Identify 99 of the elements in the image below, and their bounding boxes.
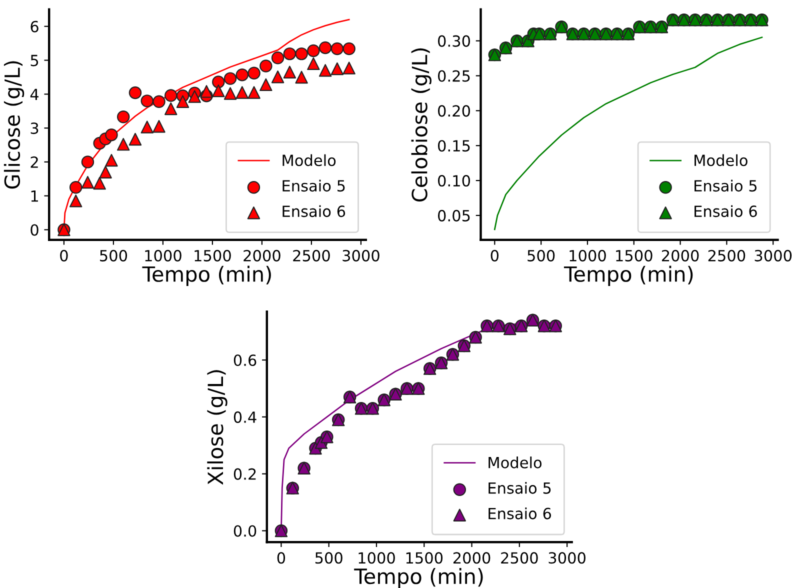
legend-label: Ensaio 5 — [694, 180, 757, 192]
x-tick-label: 1500 — [406, 552, 443, 564]
point — [271, 70, 284, 84]
x-tick-label: 500 — [315, 552, 342, 564]
point — [116, 110, 130, 124]
x-tick-label: 2000 — [453, 552, 490, 564]
y-tick-label: 3 — [30, 122, 38, 134]
y-tick-label: 2 — [30, 156, 38, 168]
y-tick-label: 6 — [30, 20, 38, 32]
point — [236, 68, 249, 82]
point — [152, 120, 166, 133]
point — [176, 95, 190, 108]
point — [105, 128, 118, 142]
point — [128, 132, 142, 146]
point — [93, 176, 106, 190]
x-tick-label: 1500 — [616, 250, 652, 262]
y-tick-label: 1 — [31, 190, 38, 202]
legend-label: Ensaio 6 — [282, 205, 346, 218]
point — [248, 66, 260, 80]
point — [81, 176, 94, 189]
point — [283, 47, 296, 60]
point — [330, 62, 344, 76]
x-tick-label: 3000 — [548, 552, 586, 564]
x-axis-title: Tempo (min) — [564, 266, 693, 286]
y-tick-label: 0.6 — [234, 354, 256, 366]
point — [248, 86, 260, 99]
point — [295, 47, 308, 60]
x-tick-label: 0 — [277, 552, 286, 564]
point — [105, 154, 118, 167]
x-tick-label: 1000 — [145, 250, 182, 262]
point — [271, 52, 284, 64]
y-tick-label: 0.25 — [438, 70, 470, 82]
point — [236, 86, 249, 99]
legend-label: Modelo — [694, 154, 748, 166]
point — [295, 70, 308, 84]
point — [307, 57, 320, 70]
point — [318, 41, 332, 54]
line-series — [494, 36, 763, 230]
y-axis-title: Glicose (g/L) — [4, 61, 24, 189]
y-tick-label: 4 — [30, 88, 39, 100]
legend-label: Ensaio 6 — [488, 507, 551, 520]
point — [81, 156, 94, 168]
x-tick-label: 1000 — [570, 250, 606, 262]
point — [200, 85, 213, 98]
x-tick-label: 2500 — [708, 250, 746, 262]
point — [212, 76, 225, 88]
point — [152, 95, 166, 108]
legend-label: Modelo — [282, 154, 336, 166]
legend-label: Ensaio 5 — [488, 482, 551, 494]
y-tick-label: 0.05 — [438, 210, 470, 222]
y-tick-label: 0.10 — [438, 175, 470, 187]
y-tick-label: 0.2 — [234, 468, 256, 480]
point — [188, 90, 201, 103]
x-axis-title: Tempo (min) — [142, 266, 271, 286]
x-tick-label: 500 — [100, 250, 128, 262]
y-tick-label: 0.15 — [438, 140, 470, 152]
point — [330, 42, 344, 56]
point — [283, 66, 296, 78]
point — [260, 60, 272, 72]
point — [212, 84, 225, 98]
y-tick-label: 5 — [30, 54, 38, 66]
legend-label: Ensaio 6 — [694, 205, 757, 218]
point — [342, 42, 356, 56]
x-tick-label: 0 — [60, 250, 68, 262]
x-tick-label: 3000 — [342, 250, 380, 262]
x-tick-label: 2000 — [662, 250, 699, 262]
point — [260, 78, 272, 92]
point — [69, 181, 82, 194]
x-tick-label: 3000 — [754, 250, 792, 262]
x-tick-label: 0 — [490, 250, 499, 262]
point — [164, 89, 178, 102]
point — [99, 166, 112, 178]
point — [164, 102, 178, 116]
point — [69, 194, 82, 208]
legend-label: Ensaio 5 — [282, 180, 345, 192]
y-tick-label: 0.0 — [234, 525, 256, 537]
x-tick-label: 2000 — [244, 250, 280, 262]
point — [140, 94, 154, 108]
point — [224, 72, 237, 85]
y-tick-label: 0.4 — [234, 411, 256, 423]
x-axis-title: Tempo (min) — [354, 568, 483, 588]
point — [342, 62, 356, 74]
x-tick-label: 1000 — [358, 552, 395, 564]
point — [140, 120, 154, 134]
x-tick-label: 2500 — [293, 250, 330, 262]
point — [128, 86, 142, 100]
x-tick-label: 500 — [528, 250, 555, 262]
point — [116, 138, 130, 151]
x-tick-label: 2500 — [501, 552, 538, 564]
legend-label: Modelo — [488, 456, 542, 468]
y-tick-label: 0 — [30, 224, 38, 236]
y-axis-title: Celobiose (g/L) — [411, 48, 432, 202]
x-tick-label: 1500 — [194, 250, 231, 262]
y-axis-title: Xilose (g/L) — [207, 370, 228, 485]
y-tick-label: 0.30 — [438, 35, 470, 47]
point — [318, 64, 332, 77]
y-tick-label: 0.20 — [438, 105, 470, 117]
point — [307, 44, 320, 58]
point — [224, 87, 237, 100]
